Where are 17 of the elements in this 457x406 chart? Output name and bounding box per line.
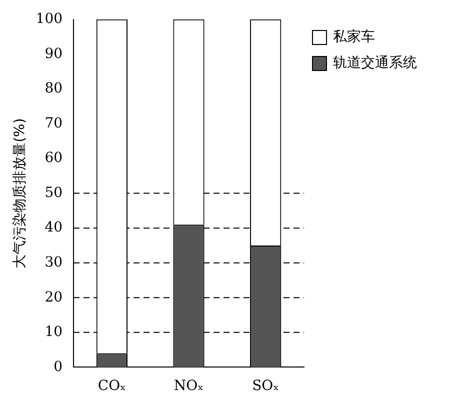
text: 私家车 (333, 28, 375, 46)
y-tick-label: 30 (44, 254, 63, 270)
y-tick-label: 10 (44, 324, 63, 340)
x-tick-label: NOₓ (174, 378, 204, 394)
y-tick-label: 20 (44, 289, 63, 306)
legend-label: 轨道交通系统 (333, 54, 417, 72)
y-tick-label: 90 (44, 46, 63, 62)
y-axis-title: 大气污染物质排放量(%) (12, 118, 28, 268)
y-tick-label: 70 (44, 115, 63, 132)
y-tick-label: 60 (44, 150, 63, 166)
y-tick-label: 100 (36, 11, 63, 28)
y-tick-label: 80 (44, 80, 63, 97)
y-tick-label: 0 (54, 358, 63, 375)
x-tick-label: COₓ (98, 378, 126, 394)
y-tick-label: 50 (44, 184, 63, 201)
y-tick-label: 40 (44, 220, 63, 236)
x-tick-label: SOₓ (252, 378, 280, 394)
